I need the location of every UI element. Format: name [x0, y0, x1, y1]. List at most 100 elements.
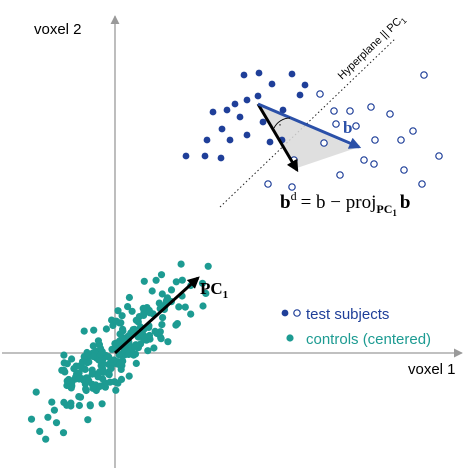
test-point-filled [266, 138, 274, 146]
test-point-open [320, 139, 328, 147]
x-axis-label: voxel 1 [408, 361, 456, 378]
control-point [97, 344, 105, 353]
test-point-open [420, 71, 428, 79]
control-point [204, 262, 212, 270]
control-point [173, 320, 181, 328]
control-point [151, 327, 159, 335]
test-point-filled [255, 69, 263, 77]
legend-test-open-dot [293, 309, 301, 317]
control-point [145, 331, 154, 340]
control-point [157, 271, 166, 279]
control-point [98, 400, 106, 408]
test-subject-points [182, 69, 443, 191]
control-point [146, 309, 154, 317]
control-point [159, 314, 167, 322]
test-point-open [418, 180, 426, 188]
control-point [75, 401, 83, 410]
test-point-open [367, 103, 375, 111]
control-point [83, 359, 91, 367]
test-point-filled [231, 100, 239, 108]
test-point-filled [182, 152, 190, 160]
control-point [119, 334, 127, 342]
test-point-open [371, 136, 379, 144]
test-point-filled [296, 91, 304, 99]
control-point [60, 366, 68, 374]
projection-triangle [258, 104, 356, 168]
control-point [187, 310, 195, 318]
control-point [115, 351, 123, 359]
test-point-filled [236, 113, 244, 121]
control-point [198, 279, 207, 287]
control-point [131, 343, 139, 351]
control-point [118, 312, 126, 320]
control-point [27, 415, 36, 423]
control-point [89, 352, 97, 361]
control-point [148, 287, 156, 295]
control-point [112, 386, 120, 394]
control-point [158, 290, 166, 298]
b-label: b [343, 118, 352, 137]
test-point-open [264, 180, 272, 188]
hyperplane-line [219, 37, 397, 208]
control-point [132, 359, 140, 367]
test-point-filled [240, 71, 248, 79]
hyperplane-label: Hyperplane || PC1 [336, 12, 409, 83]
control-point [125, 293, 133, 302]
test-point-filled [243, 96, 251, 104]
control-point [139, 304, 147, 312]
control-point [125, 350, 133, 358]
control-point [97, 362, 105, 370]
test-point-filled [209, 108, 217, 116]
control-point [50, 406, 59, 414]
control-point [65, 376, 73, 384]
control-point [105, 371, 113, 379]
control-point [139, 331, 147, 339]
control-point [155, 299, 163, 307]
control-point [110, 378, 119, 386]
control-point [107, 365, 115, 373]
control-points [27, 260, 212, 443]
control-point [150, 344, 158, 352]
control-point [67, 399, 75, 407]
test-point-filled [217, 154, 225, 162]
control-point [42, 435, 50, 443]
control-point [76, 393, 85, 401]
test-point-open [400, 166, 408, 174]
control-point [102, 325, 110, 333]
test-point-filled [218, 125, 226, 133]
control-point [132, 316, 140, 324]
control-point [97, 382, 105, 390]
y-axis-label: voxel 2 [34, 21, 82, 38]
control-point [59, 429, 68, 437]
test-point-open [397, 136, 405, 144]
control-point [202, 289, 210, 297]
test-point-filled [201, 152, 209, 160]
pc1-arrow [113, 276, 200, 355]
test-point-filled [203, 136, 211, 144]
control-point [84, 416, 92, 424]
legend-test-label: test subjects [306, 306, 389, 323]
control-point [199, 302, 207, 310]
control-point [144, 347, 152, 355]
control-point [90, 326, 98, 334]
test-point-open [360, 156, 368, 164]
control-point [80, 327, 88, 335]
control-point [125, 372, 133, 380]
right-angle-dot: · [278, 117, 282, 131]
control-point [60, 359, 68, 367]
test-point-open [336, 171, 344, 179]
control-point [48, 398, 56, 406]
control-point [116, 360, 124, 368]
control-point [130, 325, 138, 333]
control-point [96, 368, 104, 376]
control-point [95, 356, 103, 364]
control-point [85, 377, 93, 385]
control-point [167, 286, 176, 294]
test-point-open [332, 120, 340, 128]
control-point [75, 375, 83, 383]
test-point-open [288, 183, 296, 191]
control-point [52, 419, 61, 427]
control-point [83, 348, 91, 357]
control-point [89, 342, 97, 350]
